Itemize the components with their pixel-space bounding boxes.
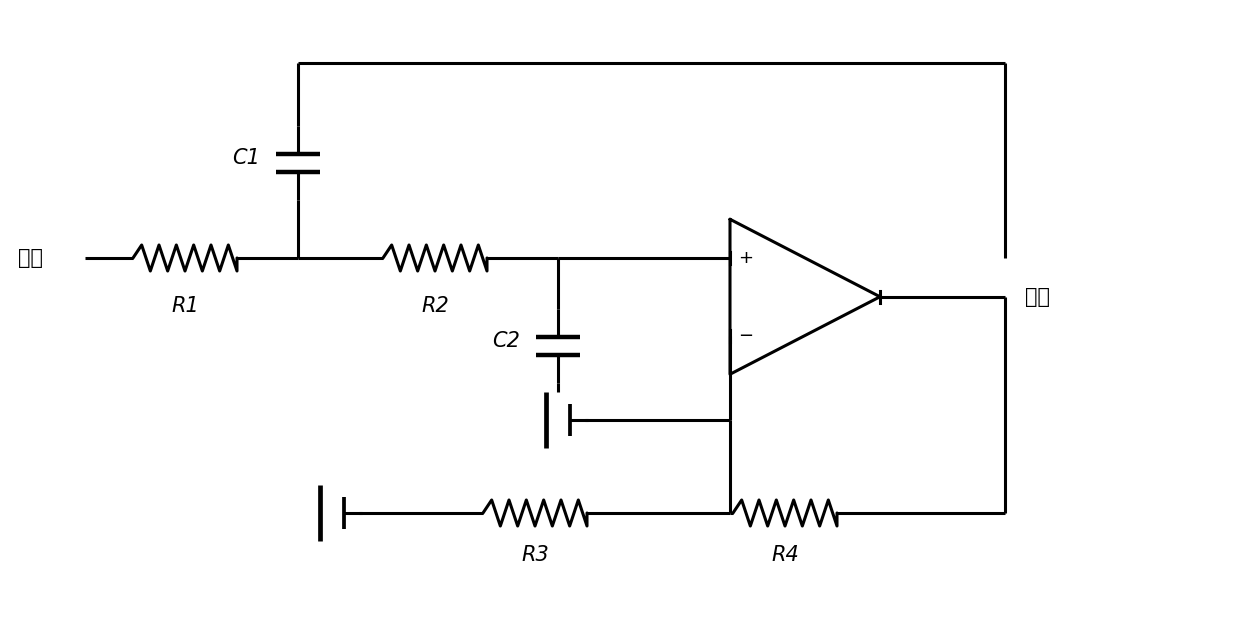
Text: C1: C1 [232, 148, 260, 168]
Text: C2: C2 [492, 331, 520, 351]
Text: +: + [739, 249, 754, 267]
Text: 输出: 输出 [1025, 287, 1050, 307]
Text: R1: R1 [171, 296, 198, 316]
Text: R2: R2 [422, 296, 449, 316]
Text: R3: R3 [521, 545, 549, 565]
Text: −: − [739, 326, 754, 344]
Text: R4: R4 [771, 545, 799, 565]
Text: 输入: 输入 [19, 248, 43, 268]
